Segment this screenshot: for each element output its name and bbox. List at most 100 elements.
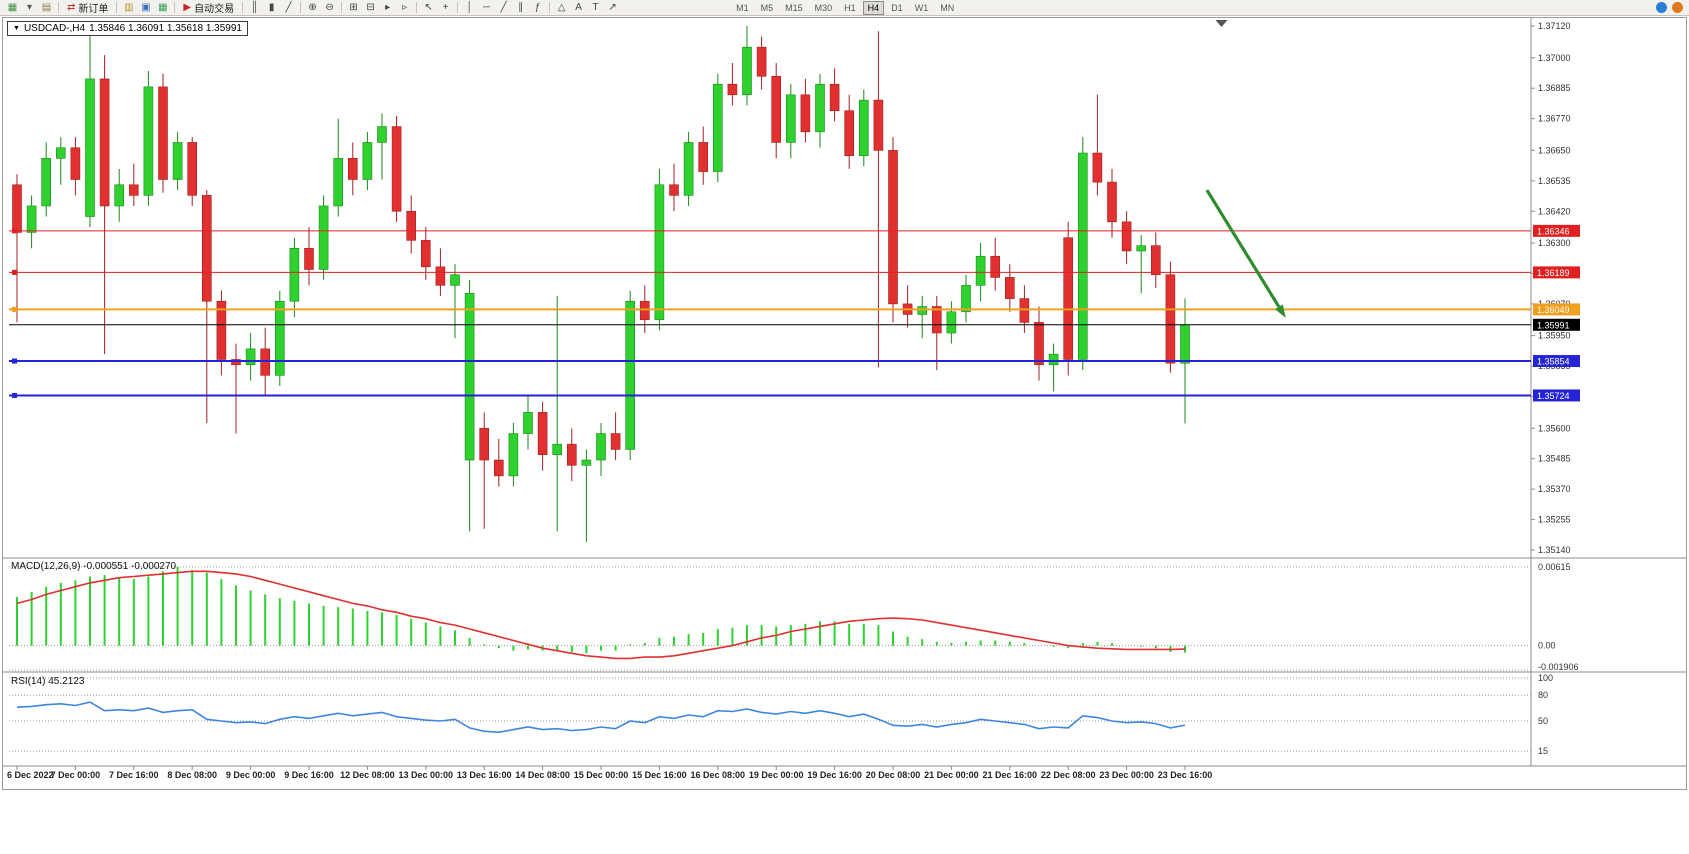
- candle: [829, 83, 840, 111]
- community-icon[interactable]: [1656, 2, 1667, 13]
- timeframe-m5[interactable]: M5: [760, 2, 774, 13]
- fibonacci-icon[interactable]: ƒ: [529, 1, 546, 15]
- candle: [99, 78, 110, 207]
- price-tick-label: 1.36535: [1538, 176, 1571, 186]
- line-anchor-handle[interactable]: [12, 358, 17, 364]
- zoom-out-icon[interactable]: ⊖: [321, 1, 338, 15]
- candle: [712, 83, 723, 172]
- autotrade-icon: ▶: [183, 2, 192, 13]
- candle: [274, 300, 285, 376]
- timeframe-d1[interactable]: D1: [891, 2, 903, 13]
- candle: [1063, 237, 1073, 360]
- auto-scroll-icon[interactable]: ▸: [379, 1, 396, 15]
- candlestick-icon[interactable]: ▮: [263, 1, 280, 15]
- candle: [975, 255, 986, 286]
- line-anchor-handle[interactable]: [12, 269, 17, 275]
- candle: [1151, 245, 1161, 276]
- strategy-tester-icon[interactable]: ▦: [154, 1, 171, 15]
- tile-windows-icon[interactable]: ⊞: [345, 1, 362, 15]
- time-tick-label: 9 Dec 16:00: [284, 770, 334, 780]
- timeframe-h4[interactable]: H4: [862, 0, 885, 15]
- market-watch-icon[interactable]: ▥: [120, 1, 137, 15]
- candle: [114, 184, 124, 207]
- fibonacci-icon-glyph: ƒ: [534, 1, 541, 13]
- chart-shift-icon[interactable]: ▹: [396, 1, 413, 15]
- data-window-icon[interactable]: ▣: [137, 1, 154, 15]
- timeframe-m15[interactable]: M15: [785, 2, 803, 13]
- candle: [566, 443, 577, 466]
- bar-chart-icon[interactable]: ║: [246, 1, 263, 15]
- channel-icon[interactable]: ∥: [512, 1, 529, 15]
- candle: [1107, 181, 1117, 223]
- candle: [55, 147, 66, 159]
- candle: [1078, 152, 1088, 360]
- text-icon[interactable]: A: [570, 1, 587, 15]
- line-anchor-handle[interactable]: [12, 392, 17, 398]
- price-tick-label: 1.35370: [1538, 484, 1571, 494]
- candle: [683, 142, 694, 196]
- candle: [420, 240, 431, 268]
- candle: [245, 348, 256, 366]
- trendline-icon-glyph: ╱: [500, 1, 507, 13]
- cursor-icon[interactable]: ↖: [420, 1, 437, 15]
- label-icon[interactable]: T: [587, 1, 604, 15]
- time-tick-label: 6 Dec 2022: [7, 770, 54, 780]
- rsi-axis-label: 100: [1538, 673, 1553, 683]
- price-tick-label: 1.35950: [1538, 331, 1571, 341]
- time-tick-label: 23 Dec 00:00: [1099, 770, 1154, 780]
- price-level-badge-label: 1.35724: [1537, 391, 1570, 401]
- chart-window[interactable]: 1.37120 1.37000 1.36885 1.36770 1.36650 1.365…: [2, 17, 1687, 790]
- candle: [990, 255, 1001, 278]
- line-chart-icon[interactable]: ╱: [280, 1, 297, 15]
- rsi-line: [16, 701, 1186, 734]
- time-tick-label: 13 Dec 16:00: [457, 770, 512, 780]
- macd-axis-label: 0.00615: [1538, 562, 1571, 572]
- timeframe-toolbar: M1 M5 M15 M30 H1 H4 D1 W1 MN: [731, 0, 959, 15]
- zoom-in-icon[interactable]: ⊕: [304, 1, 321, 15]
- time-tick-label: 22 Dec 08:00: [1041, 770, 1096, 780]
- rsi-axis-label: 50: [1538, 716, 1548, 726]
- timeframe-w1[interactable]: W1: [914, 2, 929, 13]
- trend-arrow[interactable]: [1205, 189, 1281, 308]
- line-anchor-handle[interactable]: [12, 228, 17, 234]
- candle: [508, 433, 519, 477]
- price-tick-label: 1.35140: [1538, 545, 1571, 555]
- chart-ohlc-values: 1.35846 1.36091 1.35618 1.35991: [89, 23, 242, 34]
- vertical-line-icon[interactable]: │: [461, 1, 478, 15]
- timeframe-m1[interactable]: M1: [736, 2, 749, 13]
- crosshair-icon[interactable]: +: [437, 1, 454, 15]
- candle: [362, 142, 373, 180]
- candle: [158, 86, 168, 180]
- new-chart-icon[interactable]: ▦: [4, 1, 21, 15]
- timeframe-mn[interactable]: MN: [940, 2, 955, 13]
- rsi-axis-label: 80: [1538, 690, 1548, 700]
- autotrade-button-label: 自动交易: [194, 4, 235, 15]
- time-tick-label: 15 Dec 16:00: [632, 770, 687, 780]
- chart-dropdown-icon-glyph: ▾: [26, 1, 33, 13]
- candle: [523, 412, 533, 434]
- price-level-badge-label: 1.36049: [1537, 305, 1570, 315]
- mql5-icon[interactable]: [1672, 2, 1683, 13]
- horizontal-line-icon[interactable]: ─: [478, 1, 495, 15]
- shapes-icon[interactable]: △: [553, 1, 570, 15]
- chart-dropdown-icon[interactable]: ▾: [21, 1, 38, 15]
- profiles-icon[interactable]: ▤: [38, 1, 55, 15]
- cascade-windows-icon[interactable]: ⊟: [362, 1, 379, 15]
- auto-scroll-icon-glyph: ▸: [385, 1, 391, 13]
- line-anchor-handle[interactable]: [12, 306, 17, 312]
- price-chart[interactable]: 1.37120 1.37000 1.36885 1.36770 1.36650 1.365…: [3, 18, 1686, 789]
- timeframe-h1[interactable]: H1: [844, 2, 856, 13]
- candle: [1180, 324, 1190, 364]
- time-tick-label: 23 Dec 16:00: [1158, 770, 1213, 780]
- candle: [873, 99, 884, 151]
- new-chart-icon-glyph: ▦: [7, 1, 18, 13]
- trendline-icon[interactable]: ╱: [495, 1, 512, 15]
- tile-windows-icon-glyph: ⊞: [349, 1, 358, 13]
- autotrade-button[interactable]: ▶ 自动交易: [178, 1, 239, 15]
- arrow-tool-icon[interactable]: ↗: [604, 1, 621, 15]
- new-order-button[interactable]: ⇄ 新订单: [62, 1, 113, 15]
- candle: [888, 150, 898, 305]
- timeframe-m30[interactable]: M30: [814, 2, 833, 13]
- candle: [756, 46, 767, 77]
- time-tick-label: 9 Dec 00:00: [226, 770, 276, 780]
